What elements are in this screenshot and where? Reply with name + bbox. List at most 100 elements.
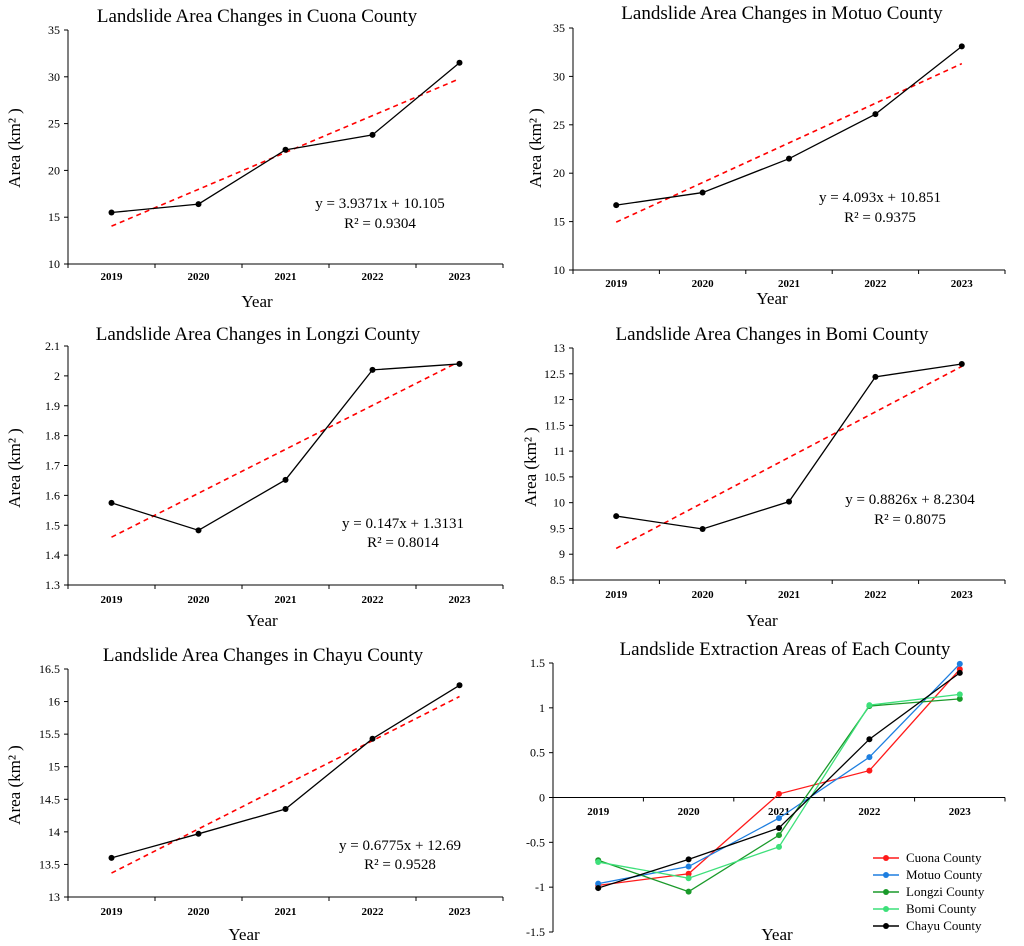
series-line-area [616,45,963,206]
chart-title: Landslide Area Changes in Motuo County [621,3,943,24]
r-squared: R² = 0.9375 [844,210,916,226]
y-axis-label: Area (km² ) [5,428,24,508]
x-tick-label: 2023 [449,594,472,606]
chart-title: Landslide Extraction Areas of Each Count… [620,639,951,660]
data-point [776,790,782,797]
data-point [956,695,963,702]
y-tick-label: -1.5 [526,925,545,939]
y-tick-label: 15 [553,215,565,229]
data-point [776,824,782,831]
y-tick-label: 0.5 [530,746,545,760]
data-point [699,525,706,532]
r-squared: R² = 0.8014 [367,535,439,551]
data-point [108,209,115,216]
x-axis-label: Year [761,925,793,944]
x-tick-label: 2020 [188,594,211,606]
data-point [195,830,202,837]
data-point [956,660,963,667]
x-tick-label: 2022 [362,906,385,918]
data-point [595,885,602,892]
y-tick-label: 13.5 [39,857,60,871]
regression-equation: y = 0.6775x + 12.69 [339,838,461,854]
chart-panel-6: Landslide Extraction Areas of Each Count… [526,639,1006,944]
data-point [595,859,602,866]
data-point [195,527,202,534]
legend-label: Longzi County [906,884,985,899]
y-axis-label: Area (km² ) [521,427,540,507]
trendline [111,360,460,538]
x-axis-label: Year [746,611,778,630]
legend-label: Motuo County [906,867,983,882]
r-squared: R² = 0.9528 [364,857,436,873]
legend-marker [883,906,889,912]
r-squared: R² = 0.9304 [344,216,416,232]
x-axis-label: Year [246,611,278,630]
data-point [369,366,376,373]
data-point [956,691,963,698]
x-tick-label: 2020 [188,271,211,283]
chart-panel-2: Landslide Area Changes in Motuo County 10… [526,3,1006,308]
data-point [872,111,879,118]
y-tick-label: 15 [48,760,60,774]
x-tick-label: 2022 [864,589,887,601]
y-tick-label: 1.4 [45,548,60,562]
trendline [615,365,963,550]
legend-marker [883,855,889,861]
y-tick-label: 13 [48,890,60,904]
data-point [685,863,692,870]
x-tick-label: 2023 [449,906,472,918]
y-tick-label: 15.5 [39,727,60,741]
y-tick-label: 1.3 [45,578,60,592]
y-tick-label: 35 [48,23,60,37]
chart-panel-1: Landslide Area Changes in Cuona County 10… [5,6,504,311]
y-tick-label: -1 [535,880,545,894]
trendline [615,62,963,223]
x-tick-label: 2019 [101,594,124,606]
x-axis-label: Year [241,292,273,311]
x-tick-label: 2021 [778,589,800,601]
data-point [456,360,463,367]
x-tick-label: 2021 [275,594,297,606]
data-point [776,832,782,839]
series-line-area [111,363,460,532]
y-tick-label: 10 [553,496,565,510]
legend-label: Cuona County [906,850,982,865]
x-tick-label: 2020 [678,806,701,818]
trendline [111,695,460,874]
data-point [958,43,965,50]
legend-marker [883,889,889,895]
y-tick-label: 14 [48,825,60,839]
x-tick-label: 2022 [362,594,385,606]
chart-panel-5: Landslide Area Changes in Chayu County 13… [5,645,504,944]
x-tick-label: 2019 [605,589,628,601]
y-tick-label: 9 [559,547,565,561]
y-tick-label: 20 [553,166,565,180]
y-tick-label: 1.9 [45,399,60,413]
data-point [685,856,692,863]
y-tick-label: 1.8 [45,429,60,443]
y-tick-label: 25 [553,118,565,132]
data-point [613,202,620,209]
x-tick-label: 2022 [858,806,881,818]
y-tick-label: 0 [539,791,545,805]
x-tick-label: 2021 [778,278,800,290]
y-tick-label: 1 [539,701,545,715]
x-axis-label: Year [228,925,260,944]
y-axis-label: Area (km² ) [526,108,545,188]
x-tick-label: 2023 [951,278,974,290]
chart-title: Landslide Area Changes in Bomi County [616,324,929,345]
data-point [282,146,289,153]
x-tick-label: 2019 [101,271,124,283]
y-tick-label: 16.5 [39,662,60,676]
data-point [776,815,782,822]
y-tick-label: 30 [553,69,565,83]
y-tick-label: 2.1 [45,339,60,353]
data-point [685,875,692,882]
data-point [613,513,620,520]
chart-panel-4: Landslide Area Changes in Bomi County 8.5… [521,324,1006,630]
legend-marker [883,872,889,878]
x-tick-label: 2021 [275,271,297,283]
data-point [369,735,376,742]
data-point [866,736,873,743]
